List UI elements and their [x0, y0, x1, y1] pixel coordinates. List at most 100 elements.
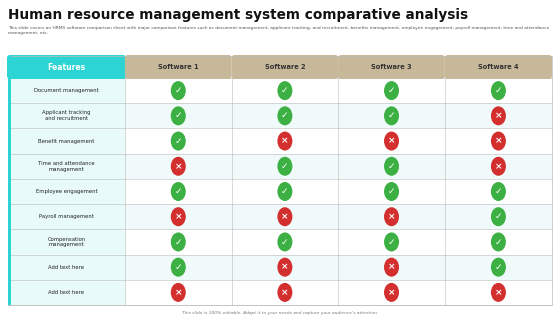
Text: ×: × — [388, 212, 395, 221]
Text: Compensation
management: Compensation management — [48, 237, 86, 247]
Ellipse shape — [491, 132, 506, 151]
Text: ✓: ✓ — [388, 111, 395, 120]
FancyBboxPatch shape — [232, 55, 338, 79]
Ellipse shape — [491, 182, 506, 201]
Ellipse shape — [277, 207, 292, 226]
Text: Employee engagement: Employee engagement — [36, 189, 97, 194]
Text: Software 2: Software 2 — [264, 64, 305, 70]
Bar — [8, 179, 552, 204]
Ellipse shape — [384, 258, 399, 277]
Ellipse shape — [277, 106, 292, 125]
Text: ×: × — [175, 212, 182, 221]
Text: This slide is 100% editable. Adapt it to your needs and capture your audience's : This slide is 100% editable. Adapt it to… — [182, 311, 378, 315]
Ellipse shape — [277, 81, 292, 100]
Ellipse shape — [171, 207, 186, 226]
Text: ✓: ✓ — [281, 111, 288, 120]
Text: ✓: ✓ — [175, 137, 182, 146]
Bar — [8, 179, 125, 204]
Text: ✓: ✓ — [494, 212, 502, 221]
Text: ✓: ✓ — [175, 187, 182, 196]
Ellipse shape — [171, 81, 186, 100]
Bar — [8, 255, 125, 280]
Ellipse shape — [171, 232, 186, 251]
Bar — [8, 229, 552, 255]
Bar — [8, 103, 125, 129]
Text: Software 3: Software 3 — [371, 64, 412, 70]
FancyBboxPatch shape — [7, 55, 126, 79]
Ellipse shape — [384, 81, 399, 100]
Bar — [8, 154, 552, 179]
Text: Add text here: Add text here — [49, 265, 85, 270]
Bar — [8, 78, 552, 103]
Ellipse shape — [384, 207, 399, 226]
Bar — [8, 154, 125, 179]
Text: ✓: ✓ — [494, 187, 502, 196]
Ellipse shape — [171, 182, 186, 201]
Ellipse shape — [277, 232, 292, 251]
Text: ×: × — [494, 137, 502, 146]
Ellipse shape — [491, 283, 506, 302]
Bar — [8, 103, 552, 129]
Text: ×: × — [494, 111, 502, 120]
Bar — [8, 280, 11, 305]
FancyBboxPatch shape — [125, 55, 232, 79]
Ellipse shape — [171, 106, 186, 125]
Ellipse shape — [277, 283, 292, 302]
Bar — [8, 280, 552, 305]
Text: Features: Features — [48, 62, 86, 72]
Text: ✓: ✓ — [494, 263, 502, 272]
Text: ✓: ✓ — [175, 86, 182, 95]
FancyBboxPatch shape — [445, 55, 552, 79]
Text: ✓: ✓ — [388, 162, 395, 171]
Ellipse shape — [171, 283, 186, 302]
Text: ×: × — [388, 137, 395, 146]
Bar — [8, 56, 552, 305]
Bar — [8, 255, 11, 280]
Text: ✓: ✓ — [281, 86, 288, 95]
Text: ✓: ✓ — [388, 187, 395, 196]
Text: ✓: ✓ — [281, 187, 288, 196]
Ellipse shape — [384, 132, 399, 151]
Bar — [8, 56, 11, 305]
Text: Add text here: Add text here — [49, 290, 85, 295]
Bar — [8, 78, 125, 103]
Bar — [8, 255, 552, 280]
Text: ×: × — [494, 288, 502, 297]
Bar — [8, 78, 11, 103]
Text: ×: × — [281, 263, 288, 272]
Text: ✓: ✓ — [494, 86, 502, 95]
Ellipse shape — [491, 232, 506, 251]
Ellipse shape — [277, 182, 292, 201]
Text: ✓: ✓ — [494, 238, 502, 246]
Bar — [8, 280, 125, 305]
Ellipse shape — [171, 258, 186, 277]
Text: ×: × — [175, 162, 182, 171]
Text: ×: × — [281, 212, 288, 221]
Ellipse shape — [171, 132, 186, 151]
Bar — [8, 204, 11, 229]
Ellipse shape — [384, 182, 399, 201]
Bar — [8, 179, 11, 204]
Text: ✓: ✓ — [281, 162, 288, 171]
FancyBboxPatch shape — [338, 55, 445, 79]
Ellipse shape — [277, 157, 292, 176]
Text: Payroll management: Payroll management — [39, 214, 94, 219]
Ellipse shape — [384, 232, 399, 251]
Ellipse shape — [384, 106, 399, 125]
Text: ✓: ✓ — [175, 263, 182, 272]
Text: Document management: Document management — [34, 88, 99, 93]
Text: ×: × — [281, 137, 288, 146]
Ellipse shape — [491, 258, 506, 277]
Ellipse shape — [491, 157, 506, 176]
Bar — [8, 129, 552, 154]
Text: This slide covers an HRMS software comparison sheet with major comparison featur: This slide covers an HRMS software compa… — [8, 26, 549, 35]
Text: Applicant tracking
and recruitment: Applicant tracking and recruitment — [42, 111, 91, 121]
Ellipse shape — [384, 157, 399, 176]
Text: ×: × — [175, 288, 182, 297]
Bar — [8, 204, 125, 229]
Text: Software 1: Software 1 — [158, 64, 199, 70]
Ellipse shape — [171, 157, 186, 176]
Text: ✓: ✓ — [388, 86, 395, 95]
Bar — [8, 229, 125, 255]
Text: ×: × — [281, 288, 288, 297]
